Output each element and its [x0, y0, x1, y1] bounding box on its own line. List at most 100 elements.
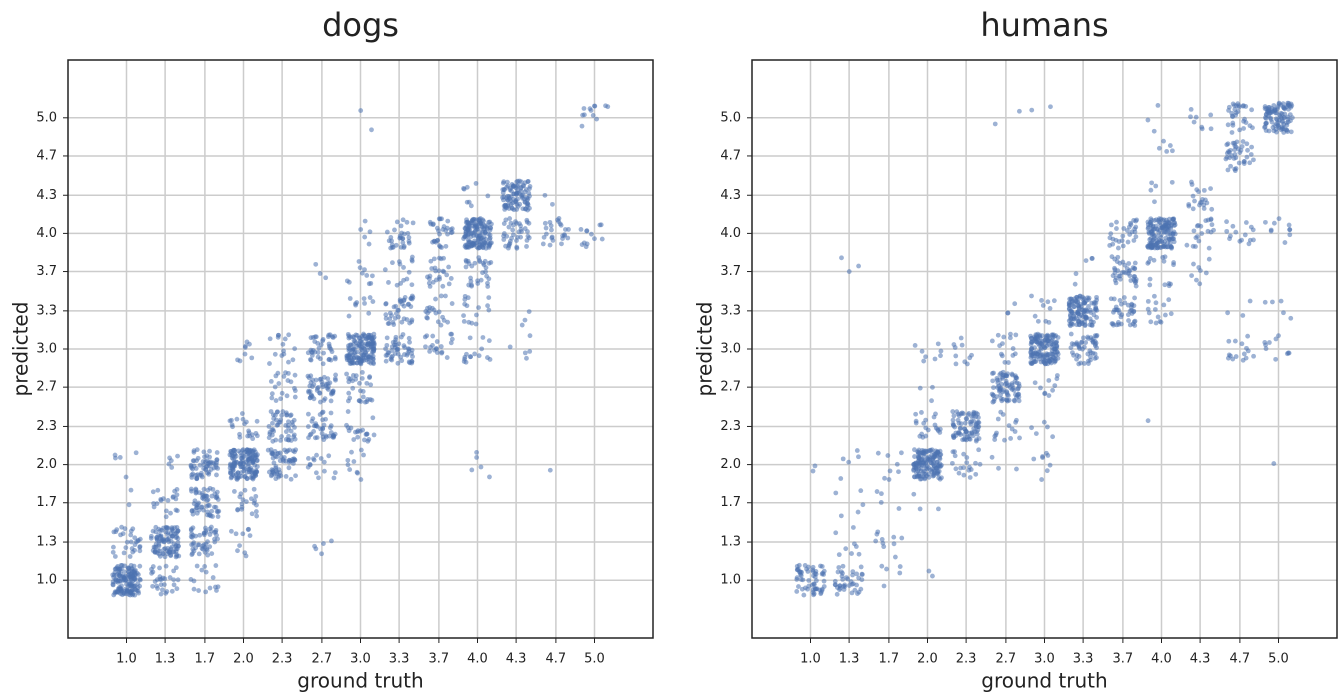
point: [846, 459, 852, 465]
point: [1236, 160, 1242, 166]
point: [1205, 228, 1211, 234]
point: [887, 468, 893, 474]
point: [1203, 270, 1209, 276]
point: [1092, 355, 1098, 361]
point: [273, 437, 279, 443]
point: [190, 458, 196, 464]
point: [210, 575, 216, 580]
point: [213, 495, 219, 500]
point: [191, 449, 197, 455]
point: [317, 377, 323, 382]
point: [1076, 295, 1082, 301]
point: [794, 575, 800, 581]
point: [483, 245, 489, 251]
point: [1050, 387, 1056, 393]
point: [882, 475, 887, 481]
point: [879, 563, 885, 569]
point: [1191, 119, 1197, 125]
point: [366, 310, 372, 316]
y-tick-label: 3.0: [36, 342, 57, 357]
point: [486, 295, 492, 300]
point: [1286, 350, 1292, 356]
point: [346, 375, 351, 381]
point: [355, 355, 360, 360]
point: [213, 464, 219, 470]
point: [249, 511, 255, 517]
point: [524, 217, 530, 223]
point: [936, 475, 942, 481]
point: [1082, 319, 1088, 325]
point: [1051, 298, 1057, 304]
point: [930, 573, 935, 579]
point: [527, 205, 532, 211]
point: [346, 313, 352, 319]
point: [590, 113, 596, 118]
point: [266, 424, 272, 429]
point: [156, 551, 162, 557]
point: [1112, 256, 1118, 262]
point: [286, 465, 292, 471]
point: [1285, 129, 1290, 134]
point: [1262, 299, 1268, 305]
point: [1148, 187, 1154, 193]
point: [308, 357, 313, 362]
point: [804, 566, 809, 572]
point: [845, 576, 851, 582]
point: [1145, 306, 1151, 312]
point: [484, 223, 490, 229]
point: [345, 425, 351, 431]
point: [399, 301, 405, 307]
point: [1047, 358, 1053, 364]
point: [332, 376, 338, 382]
point: [1083, 315, 1089, 321]
y-tick-label: 3.7: [720, 264, 741, 279]
point: [1263, 346, 1269, 352]
point: [399, 319, 405, 325]
point: [1197, 281, 1203, 287]
point: [286, 332, 292, 338]
point: [204, 493, 210, 499]
point: [840, 456, 846, 462]
point: [201, 466, 207, 471]
point: [313, 470, 319, 476]
point: [1133, 224, 1139, 230]
point: [121, 576, 127, 582]
point: [1127, 273, 1133, 279]
point: [1125, 312, 1131, 318]
point: [892, 554, 898, 560]
point: [1145, 418, 1151, 424]
point: [383, 346, 388, 352]
point: [846, 583, 852, 588]
point: [152, 544, 158, 550]
point: [931, 414, 937, 420]
point: [1162, 312, 1168, 318]
point: [244, 476, 250, 481]
point: [469, 282, 474, 288]
point: [1074, 352, 1080, 358]
point: [1155, 314, 1161, 320]
point: [242, 550, 248, 556]
point: [247, 447, 253, 453]
point: [1169, 179, 1175, 185]
point: [1071, 304, 1077, 310]
point: [886, 477, 892, 482]
point: [174, 492, 180, 498]
point: [487, 219, 493, 225]
point: [474, 450, 480, 455]
point: [428, 258, 434, 264]
point: [284, 393, 290, 399]
point: [1275, 104, 1281, 109]
point: [1121, 226, 1127, 231]
point: [280, 409, 286, 414]
point: [448, 230, 454, 236]
point: [283, 473, 289, 479]
point: [486, 338, 492, 344]
x-tick-label: 2.3: [272, 652, 293, 667]
point: [166, 461, 172, 467]
point: [366, 241, 372, 247]
point: [836, 552, 842, 558]
point: [128, 590, 134, 596]
point: [353, 429, 358, 435]
point: [1164, 225, 1170, 231]
point: [1012, 429, 1018, 434]
